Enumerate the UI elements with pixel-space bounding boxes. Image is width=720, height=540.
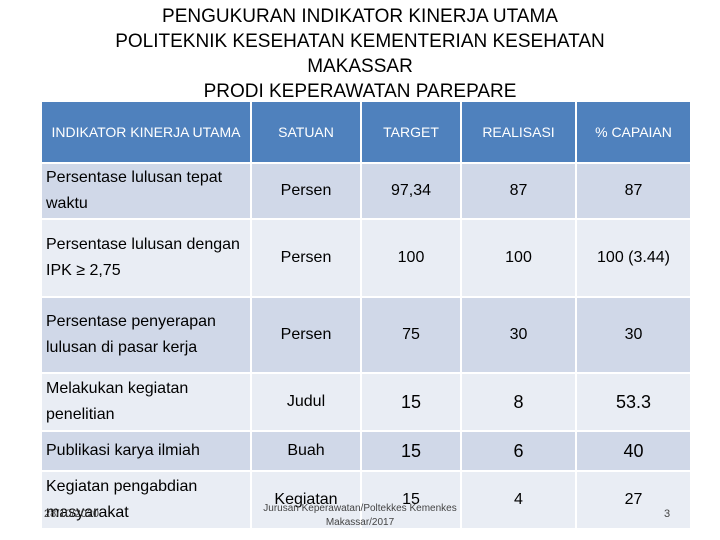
- cell-capaian: 30: [575, 296, 692, 374]
- title-line-3: MAKASSAR: [307, 56, 413, 77]
- table-row: Publikasi karya ilmiah Buah 15 6 40: [40, 430, 692, 472]
- cell-capaian: 87: [575, 162, 692, 220]
- cell-capaian: 27: [575, 470, 692, 530]
- cell-satuan: Buah: [250, 430, 362, 472]
- cell-indikator: Publikasi karya ilmiah: [40, 430, 252, 472]
- cell-indikator: Kegiatan pengabdian masyarakat: [40, 470, 252, 530]
- cell-satuan: Persen: [250, 162, 362, 220]
- cell-indikator: Persentase lulusan dengan IPK ≥ 2,75: [40, 218, 252, 298]
- title-line-1: PENGUKURAN INDIKATOR KINERJA UTAMA: [162, 6, 558, 27]
- table-row: Kegiatan pengabdian masyarakat Kegiatan …: [40, 470, 692, 530]
- cell-realisasi: 6: [460, 430, 577, 472]
- table-row: Melakukan kegiatan penelitian Judul 15 8…: [40, 372, 692, 432]
- cell-indikator: Melakukan kegiatan penelitian: [40, 372, 252, 432]
- cell-capaian: 100 (3.44): [575, 218, 692, 298]
- cell-target: 15: [360, 372, 462, 432]
- footer-date: 28/10/2020: [44, 508, 100, 520]
- page-number: 3: [664, 508, 671, 520]
- cell-indikator: Persentase lulusan tepat waktu: [40, 162, 252, 220]
- slide-title: PENGUKURAN INDIKATOR KINERJA UTAMA POLIT…: [0, 4, 720, 104]
- cell-satuan: Persen: [250, 296, 362, 374]
- cell-satuan: Judul: [250, 372, 362, 432]
- header-satuan: SATUAN: [250, 100, 362, 164]
- table-header-row: INDIKATOR KINERJA UTAMA SATUAN TARGET RE…: [40, 100, 692, 164]
- footer-source-line-1: Jurusan Keperawatan/Poltekkes Kemenkes: [263, 503, 457, 514]
- cell-satuan: Kegiatan: [250, 470, 362, 530]
- cell-satuan: Persen: [250, 218, 362, 298]
- cell-realisasi: 87: [460, 162, 577, 220]
- header-target: TARGET: [360, 100, 462, 164]
- cell-realisasi: 4: [460, 470, 577, 530]
- cell-realisasi: 8: [460, 372, 577, 432]
- footer-source-line-2: Makassar/2017: [325, 517, 395, 528]
- kpi-table: INDIKATOR KINERJA UTAMA SATUAN TARGET RE…: [40, 100, 692, 530]
- footer-source: Jurusan Keperawatan/Poltekkes Kemenkes M…: [250, 502, 470, 530]
- cell-capaian: 53.3: [575, 372, 692, 432]
- cell-target: 100: [360, 218, 462, 298]
- cell-realisasi: 30: [460, 296, 577, 374]
- cell-capaian: 40: [575, 430, 692, 472]
- table-row: Persentase lulusan dengan IPK ≥ 2,75 Per…: [40, 218, 692, 298]
- header-capaian: % CAPAIAN: [575, 100, 692, 164]
- cell-target: 15: [360, 430, 462, 472]
- cell-target: 75: [360, 296, 462, 374]
- cell-target: 97,34: [360, 162, 462, 220]
- header-realisasi: REALISASI: [460, 100, 577, 164]
- title-line-4: PRODI KEPERAWATAN PAREPARE: [203, 81, 517, 102]
- cell-target: 15: [360, 470, 462, 530]
- cell-realisasi: 100: [460, 218, 577, 298]
- table-row: Persentase lulusan tepat waktu Persen 97…: [40, 162, 692, 220]
- title-line-2: POLITEKNIK KESEHATAN KEMENTERIAN KESEHAT…: [115, 31, 605, 52]
- header-indikator: INDIKATOR KINERJA UTAMA: [40, 100, 252, 164]
- table-row: Persentase penyerapan lulusan di pasar k…: [40, 296, 692, 374]
- cell-indikator: Persentase penyerapan lulusan di pasar k…: [40, 296, 252, 374]
